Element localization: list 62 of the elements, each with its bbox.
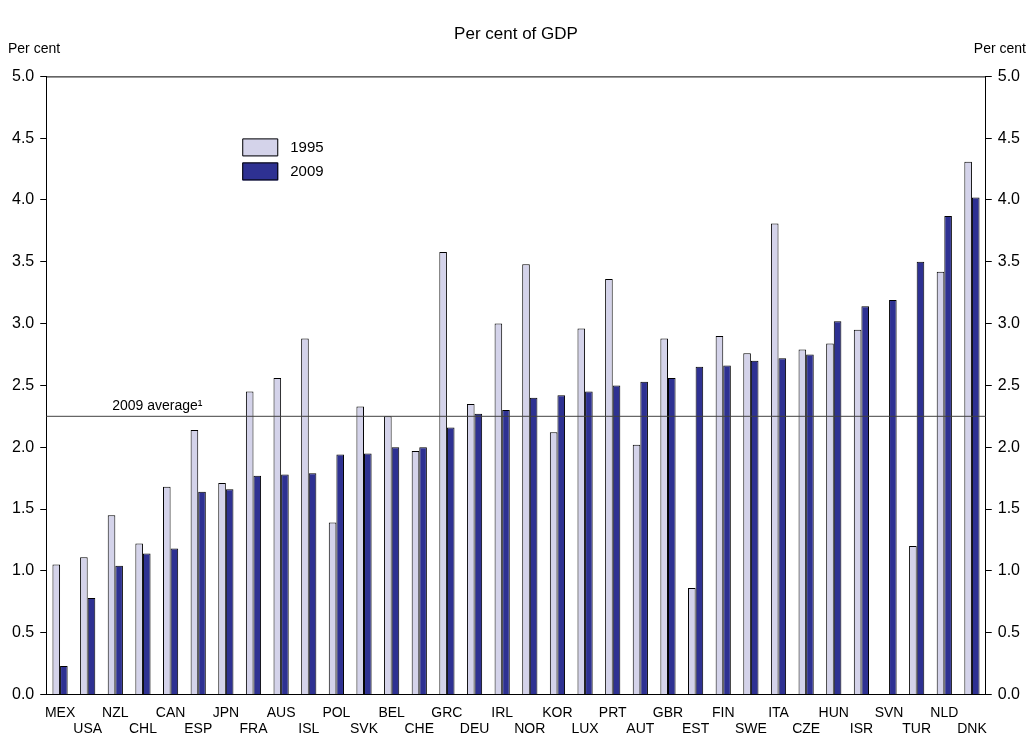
y-tick-label: 2.5 (11, 375, 35, 393)
x-tick-label: ISL (298, 720, 320, 737)
x-tick-label: ITA (768, 703, 790, 720)
y2-tick-label: 2.5 (997, 375, 1021, 393)
x-tick-label: AUT (626, 720, 655, 737)
x-tick-label: AUS (266, 703, 296, 720)
x-tick-label: SVK (350, 720, 379, 737)
x-tick-label: NOR (514, 720, 546, 737)
y2-tick-label: 1.5 (997, 499, 1021, 517)
x-tick-label: LUX (571, 720, 600, 737)
x-tick-label: ISR (849, 720, 874, 737)
chart-title: Per cent of GDP (454, 23, 578, 43)
y2-tick-label: 0.0 (997, 684, 1021, 702)
x-tick-label: NLD (930, 703, 959, 720)
y-tick-label: 1.5 (11, 499, 35, 517)
y2-tick-label: 4.0 (997, 190, 1021, 208)
y-tick-label: 1.0 (11, 561, 35, 579)
x-tick-label: KOR (542, 703, 573, 720)
y-tick-label: 4.5 (11, 128, 35, 146)
y2-tick-label: 3.0 (997, 314, 1021, 332)
x-tick-label: PRT (598, 703, 628, 720)
y-tick-label: 4.0 (11, 190, 35, 208)
x-tick-label: CAN (155, 703, 186, 720)
x-tick-label: BEL (378, 703, 406, 720)
x-tick-label: USA (73, 720, 103, 737)
x-tick-label: NZL (102, 703, 129, 720)
y2-tick-label: 4.5 (997, 128, 1021, 146)
x-tick-label: GBR (652, 703, 684, 720)
legend-label: 1995 (290, 137, 324, 155)
y2-tick-label: 5.0 (997, 66, 1021, 84)
x-tick-label: GRC (431, 703, 463, 720)
x-tick-label: CHE (404, 720, 435, 737)
x-tick-label: POL (322, 703, 351, 720)
x-tick-label: CZE (792, 720, 821, 737)
x-tick-label: CHL (128, 720, 158, 737)
legend-label: 2009 (290, 161, 324, 179)
y2-tick-label: 3.5 (997, 252, 1021, 270)
x-tick-label: FIN (711, 703, 735, 720)
y-tick-label: 3.0 (11, 314, 35, 332)
y-axis-title: Per cent (8, 40, 61, 57)
x-tick-label: HUN (818, 703, 849, 720)
y2-tick-label: 0.5 (997, 623, 1021, 641)
y-tick-label: 0.0 (11, 684, 35, 702)
x-tick-label: EST (682, 720, 710, 737)
x-tick-label: DEU (459, 720, 490, 737)
y-tick-label: 3.5 (11, 252, 35, 270)
x-tick-label: IRL (491, 703, 514, 720)
ref-line-label: 2009 average¹ (112, 397, 203, 414)
x-tick-label: JPN (212, 703, 240, 720)
x-tick-label: ESP (184, 720, 213, 737)
x-tick-label: SVN (874, 703, 904, 720)
x-tick-label: MEX (44, 703, 76, 720)
y-tick-label: 2.0 (11, 437, 35, 455)
x-tick-label: FRA (239, 720, 269, 737)
y2-tick-label: 1.0 (997, 561, 1021, 579)
x-tick-label: DNK (957, 720, 988, 737)
y2-axis-title: Per cent (973, 40, 1027, 57)
x-tick-label: TUR (902, 720, 932, 737)
y2-tick-label: 2.0 (997, 437, 1021, 455)
y-tick-label: 0.5 (11, 623, 35, 641)
x-tick-label: SWE (734, 720, 767, 737)
y-tick-label: 5.0 (11, 66, 35, 84)
